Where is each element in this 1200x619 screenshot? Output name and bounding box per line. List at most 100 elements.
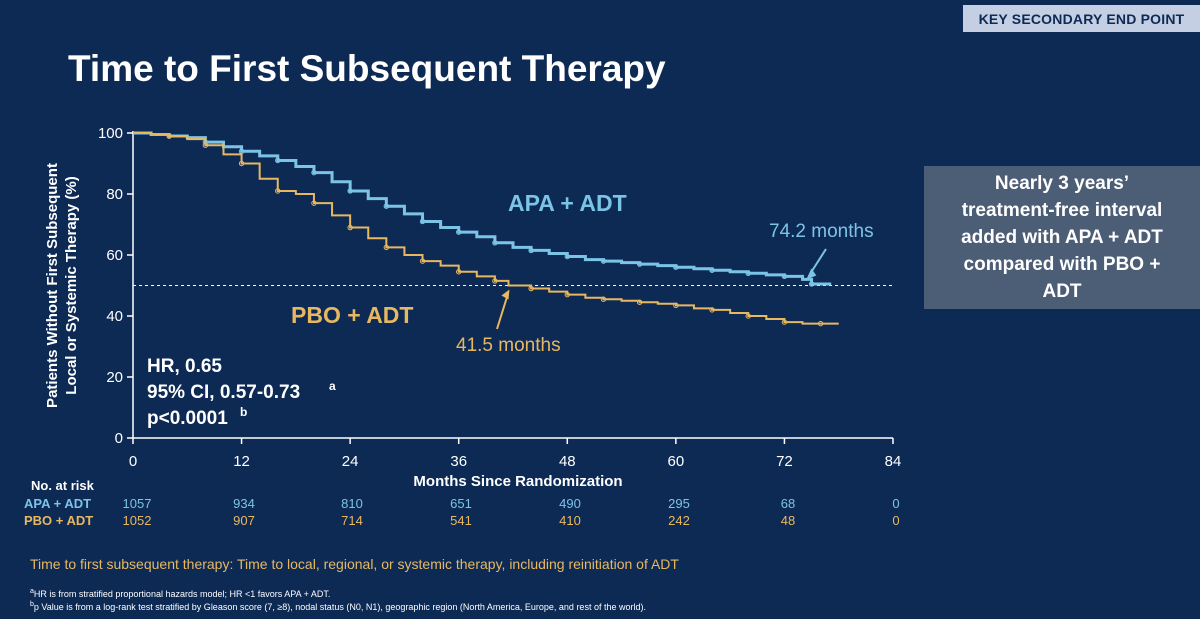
censor-mark xyxy=(673,302,679,309)
callout-box: Nearly 3 years’ treatment-free interval … xyxy=(924,166,1200,309)
risk-cell: 68 xyxy=(780,496,796,511)
annotation-arrow xyxy=(496,295,509,330)
footnote-b: bp Value is from a log-rank test stratif… xyxy=(30,601,646,612)
censor-mark xyxy=(419,258,426,264)
censor-mark xyxy=(311,200,317,206)
censor-mark xyxy=(383,244,390,251)
censor-mark xyxy=(636,299,643,305)
x-tick-label: 12 xyxy=(233,453,250,470)
risk-cell: 490 xyxy=(559,496,581,511)
censor-mark xyxy=(275,188,281,194)
censor-mark xyxy=(456,269,462,275)
censor-mark xyxy=(600,296,607,302)
y-tick-label: 80 xyxy=(106,186,123,203)
censor-mark xyxy=(311,169,317,176)
censor-mark xyxy=(275,157,281,164)
arrow-head xyxy=(501,289,510,300)
censor-mark xyxy=(528,247,534,254)
censor-mark xyxy=(745,313,751,319)
y-tick-label: 40 xyxy=(106,308,123,325)
footnote-marker: b xyxy=(30,601,34,608)
y-tick-label: 20 xyxy=(106,369,123,386)
p-footnote-marker: b xyxy=(240,405,247,419)
median-annotation: 41.5 months xyxy=(456,335,561,356)
slide-title: Time to First Subsequent Therapy xyxy=(68,48,666,89)
censor-mark xyxy=(383,203,390,209)
risk-cell: 810 xyxy=(341,496,363,511)
risk-cell: 907 xyxy=(233,513,255,528)
censor-mark xyxy=(636,261,643,267)
median-annotation: 74.2 months xyxy=(769,221,874,242)
chart-labels: APA + ADT PBO + ADT 74.2 months 41.5 months… xyxy=(147,190,874,429)
censor-mark xyxy=(709,307,715,313)
risk-cell: 295 xyxy=(668,496,690,511)
x-tick-label: 60 xyxy=(668,453,685,470)
risk-cell: 0 xyxy=(892,513,900,528)
series-label: PBO + ADT xyxy=(291,302,413,328)
risk-cell: 410 xyxy=(559,513,581,528)
censor-mark xyxy=(564,291,570,298)
risk-cell: 934 xyxy=(233,496,255,511)
censor-mark xyxy=(419,218,426,225)
callout-text: Nearly 3 years’ treatment-free interval … xyxy=(961,173,1163,302)
censor-mark xyxy=(528,285,534,292)
chart-series xyxy=(133,131,839,327)
risk-cell: 541 xyxy=(450,513,472,528)
risk-cell: 1052 xyxy=(122,513,152,528)
censor-mark xyxy=(456,229,462,235)
y-tick-label: 60 xyxy=(106,247,123,264)
km-curve xyxy=(133,131,832,286)
ci-footnote-marker: a xyxy=(329,379,336,393)
risk-table-title: No. at risk xyxy=(31,478,94,493)
risk-cell: 714 xyxy=(341,513,363,528)
arrow-head xyxy=(806,268,817,280)
y-axis-title-line: Local or Systemic Therapy (%) xyxy=(63,176,80,394)
risk-row-apa: APA + ADT 1057 934 810 651 490 295 68 0 xyxy=(0,496,1200,514)
risk-cell: 242 xyxy=(668,513,690,528)
censor-mark xyxy=(781,273,788,280)
censor-mark xyxy=(781,319,788,325)
p-value: p<0.0001 xyxy=(147,408,228,429)
censor-mark xyxy=(600,258,607,264)
censor-mark xyxy=(347,188,353,194)
censor-mark xyxy=(564,253,570,260)
confidence-interval: 95% CI, 0.57-0.73 xyxy=(147,382,300,403)
censor-mark xyxy=(492,240,498,246)
section-tag: KEY SECONDARY END POINT xyxy=(963,5,1200,32)
y-tick-label: 100 xyxy=(98,125,123,142)
censor-mark xyxy=(238,160,245,167)
censor-mark xyxy=(817,320,824,327)
censor-mark xyxy=(347,224,353,231)
risk-row-label: PBO + ADT xyxy=(24,513,94,528)
y-axis-title-line: Patients Without First Subsequent xyxy=(44,163,61,408)
risk-cell: 651 xyxy=(450,496,472,511)
censor-mark xyxy=(166,133,172,139)
endpoint-definition: Time to first subsequent therapy: Time t… xyxy=(30,556,679,572)
censor-mark xyxy=(202,142,209,148)
y-tick-label: 0 xyxy=(115,430,123,447)
series-label: APA + ADT xyxy=(508,190,627,216)
footnote-a: aHR is from stratified proportional haza… xyxy=(30,588,330,599)
x-tick-label: 84 xyxy=(885,453,902,470)
x-tick-label: 24 xyxy=(342,453,359,470)
censor-mark xyxy=(808,281,815,287)
footnote-text: HR is from stratified proportional hazar… xyxy=(33,589,331,599)
censor-mark xyxy=(673,264,679,270)
censor-mark xyxy=(492,278,498,284)
risk-row-label: APA + ADT xyxy=(24,496,92,511)
x-axis-title: Months Since Randomization xyxy=(413,473,622,490)
footnote-text: p Value is from a log-rank test stratifi… xyxy=(33,602,646,612)
censor-mark xyxy=(745,270,751,276)
censor-mark xyxy=(709,267,715,273)
risk-cell: 48 xyxy=(780,513,796,528)
km-curve xyxy=(133,132,839,325)
footnote-marker: a xyxy=(30,588,34,595)
x-tick-label: 0 xyxy=(129,453,137,470)
risk-row-pbo: PBO + ADT 1052 907 714 541 410 242 48 0 xyxy=(0,513,1200,531)
x-tick-label: 48 xyxy=(559,453,576,470)
risk-cell: 0 xyxy=(892,496,900,511)
y-axis-title: Patients Without First Subsequent Local o… xyxy=(44,163,80,408)
x-tick-label: 72 xyxy=(776,453,793,470)
chart-axes: 0 20 40 60 80 100 0 12 24 36 48 60 72 84 Months Since … xyxy=(44,125,901,490)
